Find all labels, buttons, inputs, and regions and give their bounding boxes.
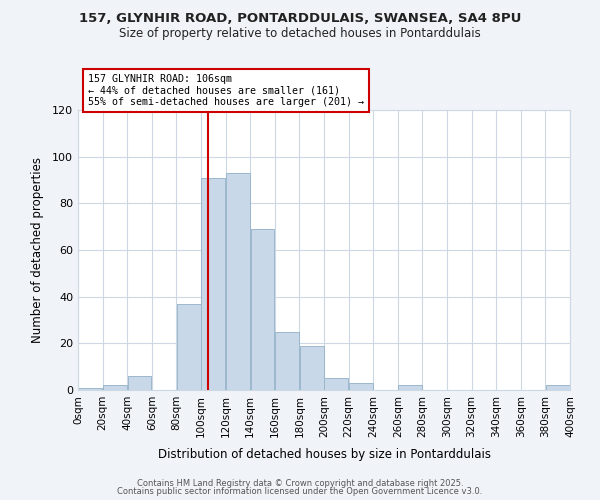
Bar [275,332,299,390]
Y-axis label: Number of detached properties: Number of detached properties [31,157,44,343]
Bar [128,376,151,390]
Bar [398,386,422,390]
Bar [79,388,102,390]
Text: 157, GLYNHIR ROAD, PONTARDDULAIS, SWANSEA, SA4 8PU: 157, GLYNHIR ROAD, PONTARDDULAIS, SWANSE… [79,12,521,26]
X-axis label: Distribution of detached houses by size in Pontarddulais: Distribution of detached houses by size … [157,448,491,461]
Bar [177,304,200,390]
Bar [325,378,348,390]
Text: Size of property relative to detached houses in Pontarddulais: Size of property relative to detached ho… [119,28,481,40]
Bar [226,173,250,390]
Bar [251,229,274,390]
Bar [300,346,323,390]
Text: 157 GLYNHIR ROAD: 106sqm
← 44% of detached houses are smaller (161)
55% of semi-: 157 GLYNHIR ROAD: 106sqm ← 44% of detach… [88,74,364,107]
Bar [349,383,373,390]
Text: Contains HM Land Registry data © Crown copyright and database right 2025.: Contains HM Land Registry data © Crown c… [137,478,463,488]
Text: Contains public sector information licensed under the Open Government Licence v3: Contains public sector information licen… [118,487,482,496]
Bar [546,386,569,390]
Bar [103,386,127,390]
Bar [202,178,225,390]
